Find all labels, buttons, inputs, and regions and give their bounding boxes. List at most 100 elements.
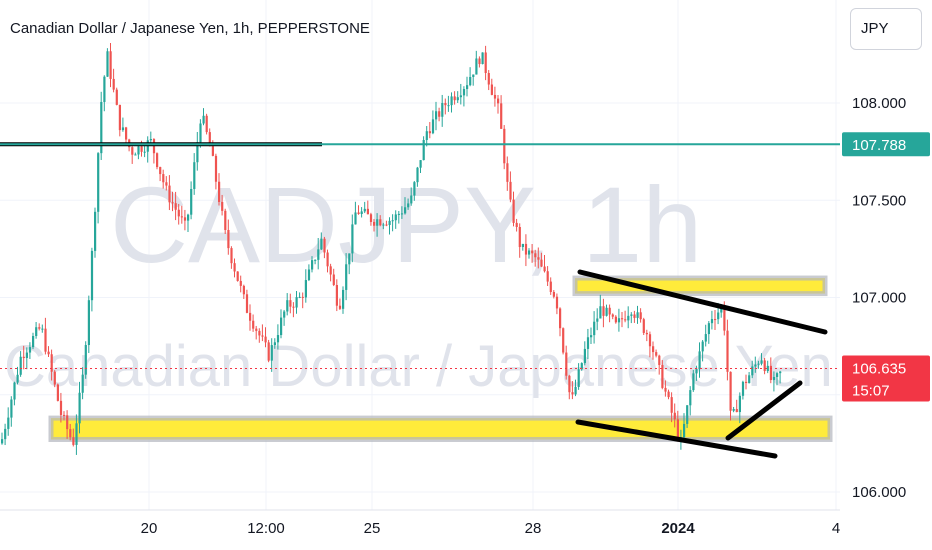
candle-body — [531, 250, 534, 254]
candle-body — [196, 142, 199, 163]
candle-body — [425, 131, 428, 141]
candle-body — [373, 221, 376, 226]
candle-body — [478, 58, 481, 65]
candles — [1, 42, 782, 455]
candle-body — [559, 308, 562, 329]
candle-body — [686, 405, 689, 424]
candle-body — [190, 188, 193, 215]
trendlines — [575, 269, 828, 459]
candle-body — [258, 330, 261, 336]
candle-body — [469, 76, 472, 86]
candle-body — [81, 374, 84, 393]
candle-body — [462, 89, 466, 96]
candle-body — [1, 439, 4, 444]
candle-body — [652, 346, 655, 353]
candle-body — [109, 51, 112, 79]
candle-body — [345, 264, 348, 290]
candle-body — [295, 297, 298, 308]
price-tick-label: 107.000 — [852, 290, 906, 307]
candle-body — [174, 203, 177, 210]
candle-body — [4, 428, 7, 440]
watermark: CADJPY, 1h Canadian Dollar / Japanese Ye… — [4, 164, 833, 399]
candle-body — [757, 363, 760, 365]
price-tick-label: 106.000 — [852, 484, 906, 501]
candle-body — [400, 213, 404, 215]
candle-body — [621, 318, 624, 320]
candle-body — [202, 115, 205, 124]
candle-body — [580, 363, 583, 370]
candle-body — [171, 202, 174, 204]
candle-body — [19, 356, 22, 375]
candle-body — [645, 332, 648, 335]
candle-body — [314, 259, 317, 261]
candle-body — [115, 89, 118, 105]
candle-body — [317, 249, 320, 260]
candle-body — [707, 323, 710, 335]
candle-body — [75, 423, 78, 445]
price-badge — [842, 355, 930, 402]
candle-body — [32, 336, 35, 348]
candle-body — [382, 224, 385, 226]
countdown-label: 15:07 — [852, 382, 890, 399]
candle-body — [456, 97, 459, 101]
candle-body — [611, 314, 614, 317]
candle-body — [676, 419, 679, 439]
candle-body — [769, 365, 772, 381]
candle-body — [453, 96, 456, 101]
candle-body — [252, 320, 255, 329]
time-tick-label: 12:00 — [247, 520, 285, 537]
candle-body — [586, 337, 590, 349]
time-tick-label: 25 — [364, 520, 381, 537]
price-badge-label: 106.635 — [852, 360, 906, 377]
trendline-1 — [577, 269, 828, 335]
candle-body — [307, 269, 311, 281]
candle-body — [363, 208, 366, 212]
candle-body — [286, 300, 289, 312]
candle-body — [208, 132, 211, 147]
candle-body — [255, 328, 258, 331]
candle-body — [326, 252, 329, 267]
candle-body — [772, 376, 776, 381]
candle-body — [280, 317, 283, 336]
candle-body — [738, 395, 741, 413]
candle-body — [605, 307, 608, 316]
candle-body — [506, 163, 509, 182]
candle-body — [704, 334, 707, 342]
candle-body — [357, 212, 360, 214]
candle-body — [388, 220, 391, 225]
candle-body — [543, 266, 546, 272]
candle-body — [741, 381, 745, 396]
candle-body — [103, 76, 106, 102]
candle-body — [723, 307, 726, 331]
candle-body — [205, 115, 208, 133]
candle-body — [97, 153, 100, 212]
candle-body — [509, 181, 512, 200]
candle-body — [25, 352, 28, 359]
candle-body — [236, 271, 239, 281]
candle-body — [410, 195, 413, 204]
price-axis: 106.000 107.000 107.500 108.000 107.788 106.6… — [840, 0, 932, 550]
candle-body — [608, 307, 611, 315]
currency-selector[interactable]: JPY — [850, 8, 922, 50]
candle-body — [214, 155, 218, 182]
candle-body — [47, 351, 50, 355]
zone-2 — [48, 415, 833, 442]
candle-body — [416, 167, 419, 183]
candle-body — [56, 384, 59, 401]
candle-body — [667, 391, 670, 398]
candle-body — [487, 73, 490, 85]
candle-body — [304, 280, 307, 298]
candle-body — [233, 263, 236, 272]
candle-body — [165, 182, 168, 186]
candle-body — [497, 98, 500, 104]
candle-body — [648, 334, 652, 347]
candle-body — [360, 211, 363, 214]
time-tick-label: 4 — [832, 520, 840, 537]
candle-body — [354, 212, 357, 225]
time-tick-label: 28 — [525, 520, 542, 537]
candle-body — [180, 216, 183, 218]
candle-body — [7, 417, 10, 429]
candle-body — [28, 347, 32, 353]
candle-body — [717, 312, 720, 320]
